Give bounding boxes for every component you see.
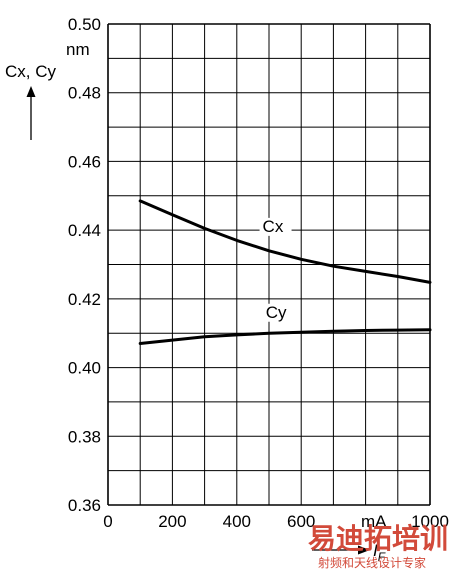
x-tick-labels: 0 200 400 600 1000 <box>103 512 449 531</box>
watermark-main: 易迪拓培训 <box>308 522 448 555</box>
y-tick-label: 0.42 <box>68 290 101 309</box>
x-tick-label: 400 <box>223 512 251 531</box>
x-axis-unit: mA <box>361 512 387 531</box>
watermark: 易迪拓培训 射频和天线设计专家 <box>308 522 448 570</box>
y-tick-label: 0.50 <box>68 15 101 34</box>
x-tick-label: 200 <box>158 512 186 531</box>
series-line-cy <box>138 328 432 345</box>
y-tick-label: 0.38 <box>68 427 101 446</box>
grid <box>107 23 431 506</box>
series-line-cx <box>138 199 432 284</box>
y-tick-label: 0.44 <box>68 221 101 240</box>
x-axis-arrow <box>312 545 370 555</box>
y-tick-label: 0.40 <box>68 359 101 378</box>
y-axis-arrow <box>26 86 36 140</box>
y-axis-unit: nm <box>66 40 90 59</box>
series-label-cx: Cx <box>263 217 284 236</box>
x-tick-label: 1000 <box>411 512 449 531</box>
series-label-bg <box>262 303 295 322</box>
series-label-cy: Cy <box>266 303 287 322</box>
series-group: Cx Cy <box>138 199 432 345</box>
x-tick-label: 0 <box>103 512 112 531</box>
x-tick-label: 600 <box>287 512 315 531</box>
y-tick-label: 0.48 <box>68 84 101 103</box>
watermark-sub: 射频和天线设计专家 <box>318 555 426 570</box>
y-tick-label: 0.46 <box>68 152 101 171</box>
y-tick-label: 0.36 <box>68 496 101 515</box>
y-tick-labels: 0.36 0.38 0.40 0.42 0.44 0.46 0.48 0.50 <box>68 15 101 515</box>
x-axis-label: IF <box>373 541 386 564</box>
series-label-bg <box>259 217 292 236</box>
y-axis-label: Cx, Cy <box>5 62 57 81</box>
